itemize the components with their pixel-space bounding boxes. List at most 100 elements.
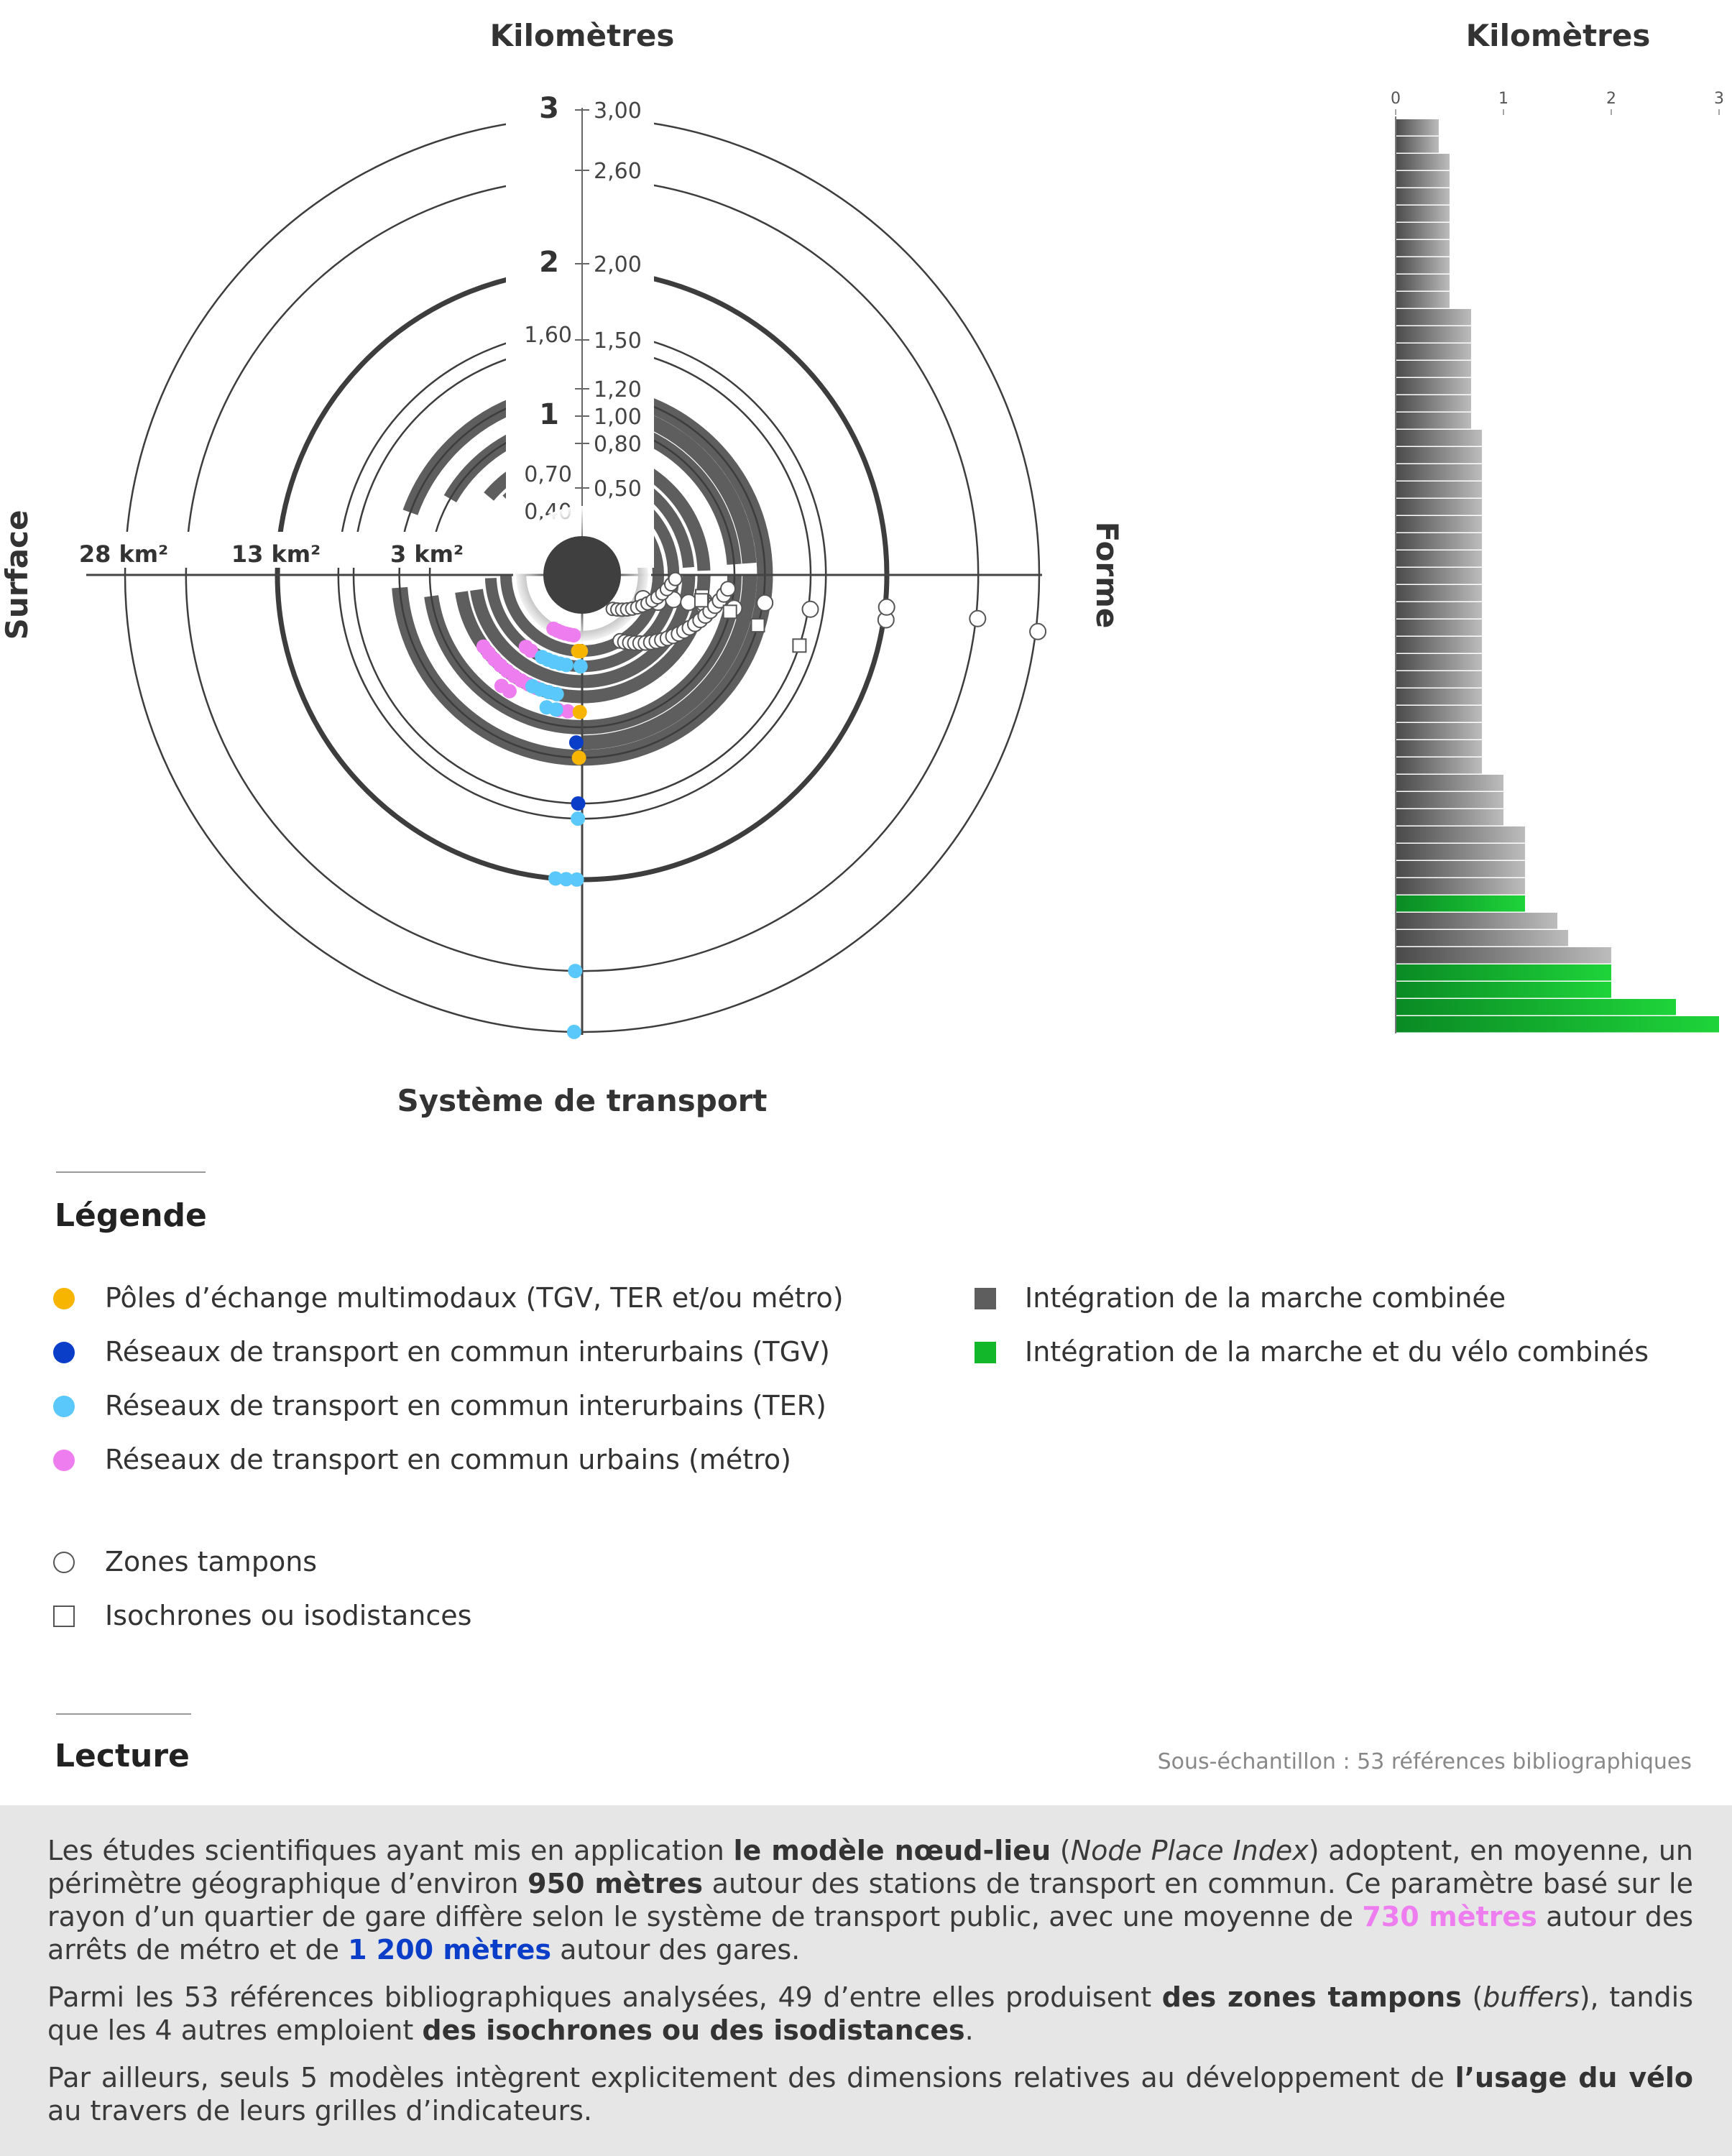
transport-arc-1: [581, 574, 757, 750]
radial-left-label-0: 1,60: [524, 323, 572, 348]
polar-left-label: Surface: [0, 510, 34, 640]
bar: [1396, 757, 1482, 774]
bar: [1396, 982, 1611, 998]
hub-circle: [543, 536, 621, 614]
bar-x-tick-2: 2: [1606, 90, 1616, 108]
legend-item-tgv: Réseaux de transport en commun interurba…: [105, 1336, 830, 1368]
bar: [1396, 895, 1525, 912]
legend-ter-dot: [53, 1396, 75, 1417]
legend-item-metro: Réseaux de transport en commun urbains (…: [105, 1444, 792, 1475]
radial-value-label-6: 0,80: [594, 432, 642, 457]
bar: [1396, 792, 1503, 808]
legend-item-walk-bike: Intégration de la marche et du vélo comb…: [1025, 1336, 1649, 1368]
bar: [1396, 947, 1611, 964]
radial-value-label-5: 1,00: [594, 405, 642, 430]
legend-walk-bike-square: [975, 1342, 996, 1363]
forme-buffer-point: [720, 581, 736, 597]
forme-buffer-point: [756, 594, 774, 612]
bar: [1396, 499, 1482, 515]
bar: [1396, 706, 1482, 722]
lecture-paragraph-3: Par ailleurs, seuls 5 modèles intègrent …: [47, 2062, 1693, 2127]
transport-point-ter: [535, 650, 550, 665]
radial-value-label-0: 3,00: [594, 98, 642, 124]
bar: [1396, 930, 1568, 946]
bar: [1396, 619, 1482, 636]
bar: [1396, 671, 1482, 688]
surface-label-2: 3 km²: [390, 540, 464, 568]
transport-point-ter: [525, 678, 540, 694]
lecture-title: Lecture: [55, 1738, 190, 1774]
legend-buffer-circle: [53, 1552, 75, 1573]
sample-note: Sous-échantillon : 53 références bibliog…: [1157, 1749, 1692, 1774]
bar: [1396, 1016, 1719, 1033]
legend-rule: [56, 1171, 206, 1173]
transport-point-ter: [548, 871, 563, 886]
bar: [1396, 206, 1450, 222]
bar: [1396, 550, 1482, 567]
bar: [1396, 585, 1482, 602]
bar: [1396, 533, 1482, 550]
transport-point-metro: [546, 621, 561, 636]
transport-point-multimodal: [571, 643, 586, 658]
legend-item-walk: Intégration de la marche combinée: [1025, 1282, 1506, 1314]
bar: [1396, 844, 1525, 860]
surface-arc-5: [500, 574, 583, 657]
chart-area: 3 2 1 3,00 2,60 2,00 1,50 1,20 1,000,80 0,50 1,60 0…: [0, 18, 1724, 1118]
bar-title: Kilomètres: [1466, 18, 1651, 53]
legend-item-ter: Réseaux de transport en commun interurba…: [105, 1390, 826, 1422]
bar: [1396, 740, 1482, 757]
lecture-rule: [56, 1713, 191, 1715]
radial-major-tick-1: 2: [539, 246, 559, 279]
bar: [1396, 275, 1450, 291]
forme-isochrone-point: [694, 593, 709, 608]
polar-chart: 3 2 1 3,00 2,60 2,00 1,50 1,20 1,000,80 0,50 1,60 0…: [79, 92, 1047, 1039]
bar: [1396, 809, 1503, 826]
forme-buffer-point: [801, 600, 819, 618]
bar: [1396, 223, 1450, 239]
bar: [1396, 344, 1471, 360]
legend-item-multimodal: Pôles d’échange multimodaux (TGV, TER et…: [105, 1282, 844, 1314]
radial-value-label-3: 1,50: [594, 328, 642, 354]
transport-point-ter: [569, 872, 584, 887]
legend-walk-square: [975, 1288, 996, 1309]
bar: [1396, 447, 1482, 464]
bar: [1396, 464, 1482, 481]
transport-point-multimodal: [571, 750, 586, 765]
lecture-paragraph-2: Parmi les 53 références bibliographiques…: [47, 1981, 1693, 2046]
bar: [1396, 395, 1471, 412]
bar: [1396, 861, 1525, 877]
bar: [1396, 826, 1525, 843]
lecture-box: [0, 1805, 1732, 2156]
transport-point-tgv: [568, 735, 584, 750]
forme-isochrone-point: [722, 604, 737, 619]
bar: [1396, 602, 1482, 619]
bar: [1396, 516, 1482, 533]
bar: [1396, 309, 1471, 326]
polar-top-label: Kilomètres: [490, 18, 675, 53]
forme-isochrone-point: [792, 638, 807, 653]
bar: [1396, 637, 1482, 653]
bar: [1396, 913, 1557, 929]
bar: [1396, 119, 1439, 136]
legend-item-buffer: Zones tampons: [105, 1546, 318, 1577]
legend-metro-dot: [53, 1450, 75, 1471]
polar-right-label: Forme: [1090, 522, 1125, 629]
surface-label-panel: [79, 532, 539, 568]
forme-buffer-point: [877, 598, 895, 616]
polar-bottom-label: Système de transport: [397, 1083, 768, 1118]
transport-point-ter: [566, 1024, 581, 1039]
legend-item-isochrone: Isochrones ou isodistances: [105, 1600, 472, 1631]
legend-multimodal-dot: [53, 1288, 75, 1309]
radial-major-tick-0: 3: [539, 92, 559, 125]
lecture-paragraph-1: Les études scientifiques ayant mis en ap…: [47, 1835, 1694, 1966]
legend-tgv-dot: [53, 1342, 75, 1363]
transport-point-ter: [539, 700, 554, 715]
bar: [1396, 999, 1676, 1015]
bar: [1396, 413, 1471, 429]
forme-buffer-point: [1029, 622, 1047, 640]
bar: [1396, 171, 1450, 188]
bar: [1396, 326, 1471, 343]
bar: [1396, 361, 1471, 377]
bar-x-tick-1: 1: [1498, 90, 1508, 108]
transport-point-metro: [476, 639, 491, 654]
